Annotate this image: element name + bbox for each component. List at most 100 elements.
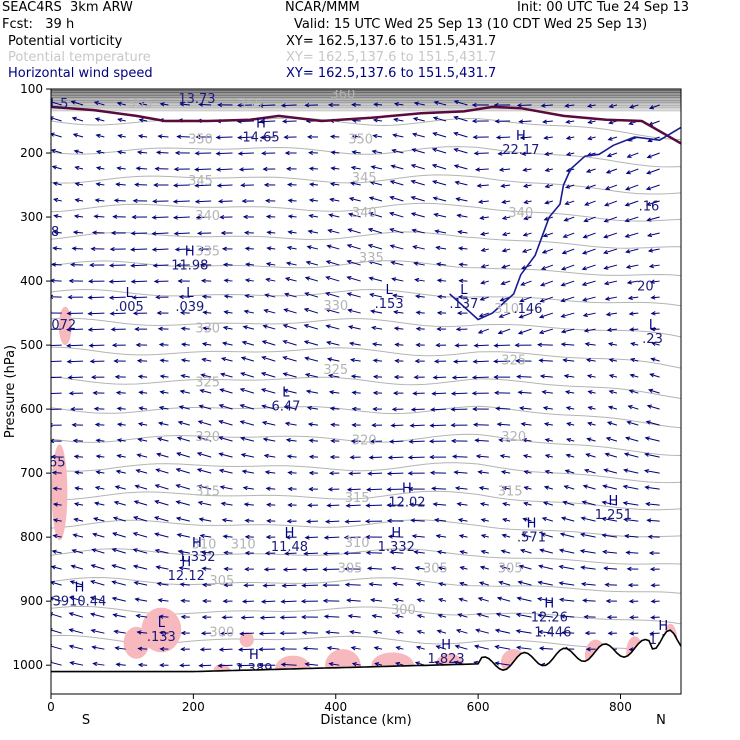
theta-contour bbox=[51, 576, 681, 594]
wind-vector-head bbox=[159, 358, 165, 363]
wind-vector-head bbox=[455, 197, 461, 202]
wind-vector-head bbox=[474, 438, 480, 443]
wind-vector bbox=[628, 296, 639, 299]
wind-vector bbox=[647, 519, 660, 522]
wind-vector-head bbox=[176, 533, 182, 538]
wind-vector bbox=[605, 184, 618, 190]
wind-vector-head bbox=[347, 614, 353, 619]
wind-vector-head bbox=[645, 201, 652, 207]
wind-vector bbox=[459, 598, 468, 602]
wind-vector-head bbox=[537, 342, 543, 347]
wind-vector-head bbox=[113, 500, 119, 506]
wind-vector-head bbox=[264, 551, 270, 556]
wind-vector-head bbox=[607, 136, 613, 141]
wind-vector bbox=[283, 389, 297, 394]
wind-vector-head bbox=[308, 438, 314, 443]
wind-vector-head bbox=[159, 630, 165, 636]
wind-vector bbox=[219, 648, 233, 651]
wind-vector-head bbox=[565, 184, 571, 189]
wind-vector-head bbox=[69, 580, 75, 585]
wind-vector-head bbox=[607, 631, 613, 636]
extremum-marker: H bbox=[516, 129, 526, 144]
wind-vector-head bbox=[93, 406, 99, 412]
wind-vector-head bbox=[499, 297, 505, 302]
wind-vector-head bbox=[116, 406, 122, 411]
wind-vector-head bbox=[177, 278, 183, 284]
wind-vector-head bbox=[220, 230, 226, 236]
wind-vector bbox=[160, 632, 169, 634]
wind-vector bbox=[499, 439, 511, 442]
wind-vector-head bbox=[565, 135, 571, 140]
wind-vector-head bbox=[329, 197, 335, 203]
wind-vector bbox=[586, 453, 596, 458]
wind-vector bbox=[155, 484, 169, 490]
wind-vector-head bbox=[92, 661, 98, 667]
wind-vector bbox=[158, 135, 169, 138]
wind-vector-head bbox=[386, 471, 392, 476]
wind-vector-head bbox=[477, 329, 483, 334]
wind-vector-head bbox=[587, 135, 593, 141]
wind-vector-head bbox=[523, 486, 529, 491]
wind-vector-head bbox=[522, 517, 528, 522]
wind-vector-head bbox=[472, 406, 478, 412]
wind-vector-head bbox=[243, 230, 249, 235]
wind-vector bbox=[395, 615, 404, 618]
wind-vector bbox=[369, 277, 383, 282]
wind-vector bbox=[223, 326, 233, 330]
wind-vector-head bbox=[579, 532, 586, 537]
wind-vector bbox=[602, 534, 618, 538]
wind-vector-head bbox=[201, 357, 207, 363]
wind-vector bbox=[625, 216, 639, 222]
theta-label: 300 bbox=[391, 603, 416, 618]
wind-vector-head bbox=[369, 598, 376, 603]
wind-vector-head bbox=[372, 133, 378, 139]
wind-vector-head bbox=[453, 131, 459, 137]
wind-vector-head bbox=[645, 501, 651, 507]
wind-vector-head bbox=[565, 151, 572, 157]
wind-vector-head bbox=[302, 646, 308, 651]
theta-label: 315 bbox=[195, 485, 220, 500]
theta-label: 320 bbox=[195, 430, 220, 445]
wind-vector-head bbox=[329, 182, 335, 187]
wind-vector bbox=[114, 199, 126, 202]
wind-vector bbox=[88, 296, 105, 299]
wind-vector bbox=[51, 645, 62, 650]
wind-vector-head bbox=[608, 358, 614, 363]
wind-vector bbox=[284, 308, 297, 314]
wind-vector bbox=[393, 294, 404, 298]
wind-vector-head bbox=[280, 662, 286, 667]
wind-vector-head bbox=[372, 118, 378, 123]
wind-vector-head bbox=[544, 454, 550, 459]
wind-vector bbox=[152, 248, 169, 251]
wind-vector-head bbox=[501, 215, 507, 221]
wind-vector-head bbox=[284, 277, 291, 282]
wind-vector-head bbox=[87, 295, 93, 300]
wind-vector-head bbox=[219, 214, 225, 220]
wind-vector-head bbox=[520, 281, 526, 286]
wind-vector bbox=[585, 343, 596, 346]
wind-vector bbox=[72, 247, 84, 250]
wind-vector bbox=[368, 228, 383, 234]
wind-vector bbox=[51, 101, 62, 106]
wind-vector-head bbox=[72, 133, 78, 138]
theta-contour bbox=[51, 202, 681, 222]
wind-vector bbox=[609, 358, 618, 362]
wind-vector-head bbox=[650, 599, 656, 604]
wind-vector bbox=[394, 311, 404, 314]
wind-vector-head bbox=[198, 517, 204, 522]
wind-vector-head bbox=[304, 103, 310, 108]
wind-vector-head bbox=[415, 645, 421, 650]
wind-vector-head bbox=[72, 438, 78, 443]
wind-vector bbox=[288, 215, 297, 218]
wind-vector bbox=[131, 280, 148, 283]
wind-vector bbox=[139, 407, 148, 410]
wind-vector-head bbox=[410, 179, 416, 185]
wind-vector-head bbox=[606, 421, 613, 426]
wind-vector bbox=[625, 184, 639, 191]
wind-vector bbox=[587, 438, 596, 442]
wind-vector bbox=[432, 180, 447, 186]
wind-vector-head bbox=[648, 263, 654, 269]
wind-vector-head bbox=[154, 484, 160, 489]
wind-vector bbox=[283, 324, 297, 330]
wind-vector bbox=[608, 406, 618, 410]
